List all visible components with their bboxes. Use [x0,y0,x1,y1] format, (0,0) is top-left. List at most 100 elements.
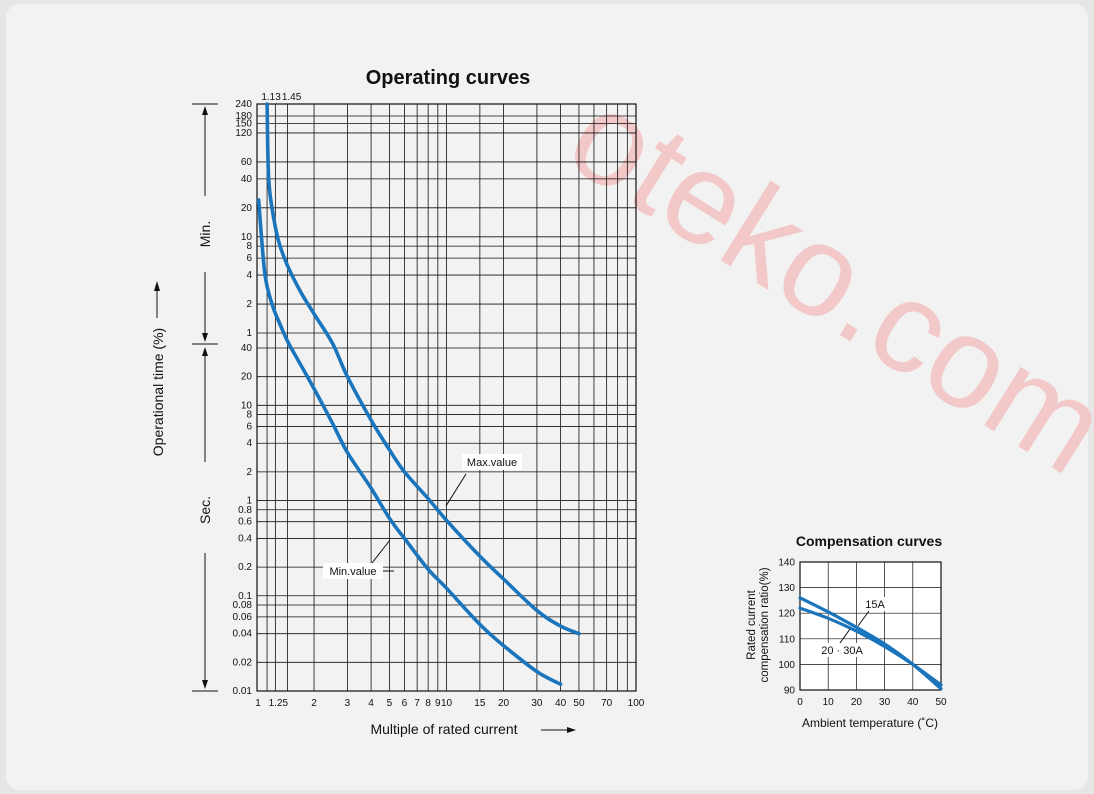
operating-curves-chart: Operating curves 1.13 1.45 24018015012060… [150,67,645,737]
y-tick-label: 0.06 [233,612,253,623]
comp-20-30a-label-bg [815,643,869,657]
chart-title: Operating curves [366,67,531,89]
y-tick-label: 8 [246,241,252,252]
y-tick-label: 240 [235,99,252,110]
min-bracket-arrowhead [202,333,208,342]
y-tick-label: 0.01 [233,686,253,697]
y-tick-label: 20 [241,372,253,383]
x-tick-label: 6 [402,698,408,709]
top-tick-label: 1.13 [261,92,281,103]
sec-bracket-arrowhead [202,347,208,356]
comp-x-tick-label: 30 [879,697,891,708]
y-tick-label: 60 [241,157,253,168]
comp-y-tick-label: 120 [778,609,795,620]
comp-x-tick-label: 20 [851,697,863,708]
x-tick-label: 8 [425,698,431,709]
annotations: Max.value Min.value [323,454,522,579]
sec-bracket-arrowhead [202,680,208,689]
y-tick-label: 8 [246,410,252,421]
y-tick-label: 6 [246,253,252,264]
y-tick-label: 40 [241,343,253,354]
y-tick-label: 0.2 [238,562,252,573]
y-tick-label: 4 [246,270,252,281]
x-tick-label: 7 [414,698,420,709]
y-tick-labels: 2401801501206040201086421402010864210.80… [233,99,253,697]
comp-y-axis-label-line1: Rated current [746,589,758,659]
comp-15a-label-bg [862,597,888,611]
x-tick-label: 4 [368,698,374,709]
grid [256,103,637,692]
y-tick-label: 4 [246,438,252,449]
x-tick-label: 100 [628,698,645,709]
max-value-leader [445,473,467,507]
comp-y-tick-label: 130 [778,583,795,594]
min-value-leader [371,539,391,564]
y-tick-label: 0.6 [238,517,252,528]
y-tick-label: 20 [241,203,253,214]
min-value-curve [256,198,563,686]
y-tick-label: 0.08 [233,600,253,611]
x-tick-label: 1.25 [269,698,289,709]
comp-series-lines [798,596,943,691]
y-tick-label: 1 [246,496,252,507]
y-tick-label: 0.02 [233,657,253,668]
y-tick-label: 2 [246,467,252,478]
top-tick-labels: 1.13 1.45 [261,92,301,103]
comp-y-tick-label: 140 [778,558,795,569]
x-tick-labels: 1 1.25 2 3 4 5 6 7 8 9 10 15 20 30 40 50 70 100 [255,698,645,709]
y-tick-label: 10 [241,400,253,411]
y-unit-brackets: Min. Sec. [192,103,218,692]
x-tick-label: 10 [441,698,453,709]
series-lines [256,102,581,686]
comp-y-tick-labels: 90 100 110 120 130 140 [778,558,795,697]
min-value-label: Min.value [329,566,376,578]
x-tick-label: 1 [255,698,261,709]
comp-x-axis-label: Ambient temperature (˚C) [802,716,938,730]
y-tick-label: 0.4 [238,533,252,544]
y-tick-label: 180 [235,111,252,122]
y-tick-label: 150 [235,119,252,130]
x-tick-label: 3 [345,698,351,709]
max-value-curve [265,102,581,636]
comp-chart-title: Compensation curves [796,533,942,549]
comp-15a-label: 15A [865,599,885,611]
comp-x-tick-label: 40 [907,697,919,708]
y-tick-label: 0.8 [238,505,252,516]
y-axis-label: Operational time (%) [150,328,166,456]
comp-y-tick-label: 110 [779,634,795,645]
y-tick-label: 0.1 [238,591,252,602]
comp-20-30a-leader [839,628,851,644]
y-tick-label: 2 [246,299,252,310]
x-tick-label: 9 [435,698,441,709]
comp-x-tick-label: 10 [823,697,835,708]
comp-20-30a-label: 20 · 30A [821,645,863,657]
min-label-bg [323,563,383,579]
comp-15a-leader [857,610,870,627]
y-tick-label: 40 [241,174,253,185]
y-axis-arrowhead [154,281,160,291]
x-axis-arrowhead [567,727,576,733]
comp-annotations: 15A 20 · 30A [815,597,888,657]
comp-20-30a-curve [798,606,943,687]
y-tick-label: 1 [246,328,252,339]
comp-y-tick-label: 100 [778,660,795,671]
min-bracket-arrowhead [202,106,208,115]
min-unit-label: Min. [197,221,213,247]
x-tick-label: 20 [498,698,510,709]
comp-x-tick-label: 0 [797,697,803,708]
compensation-curves-chart: Compensation curves 90 100 110 120 130 140 0 1… [746,533,947,730]
x-tick-label: 50 [573,698,585,709]
x-tick-label: 30 [531,698,543,709]
comp-y-tick-label: 90 [784,686,796,697]
sec-unit-label: Sec. [197,496,213,524]
x-axis-label: Multiple of rated current [370,721,517,737]
y-tick-label: 0.04 [233,629,253,640]
x-tick-label: 5 [387,698,393,709]
y-tick-label: 10 [241,232,253,243]
x-tick-label: 15 [474,698,486,709]
x-tick-label: 70 [601,698,613,709]
comp-x-tick-label: 50 [935,697,947,708]
y-tick-label: 6 [246,421,252,432]
x-tick-label: 2 [311,698,317,709]
